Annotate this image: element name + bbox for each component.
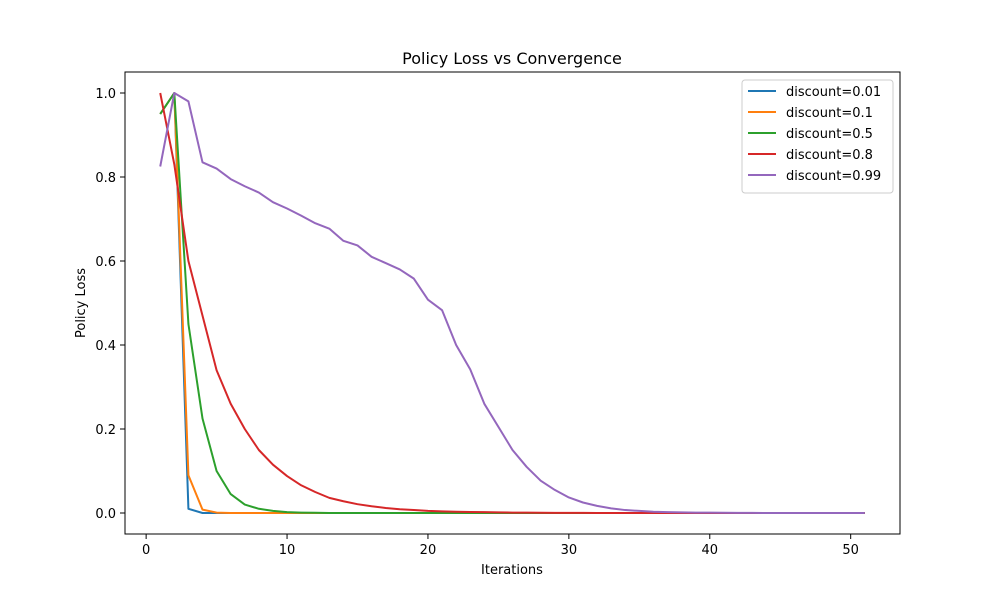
plot-area-frame xyxy=(124,71,901,535)
legend-label-4: discount=0.99 xyxy=(786,169,881,184)
legend-label-0: discount=0.01 xyxy=(786,85,881,100)
y-tick-label-5: 1.0 xyxy=(95,87,116,102)
series-lines xyxy=(159,92,865,514)
legend-label-1: discount=0.1 xyxy=(786,106,873,121)
x-tick-label-5: 50 xyxy=(842,543,859,558)
x-tick-label-0: 0 xyxy=(142,543,150,558)
y-tick-label-2: 0.4 xyxy=(95,339,116,354)
legend: discount=0.01 discount=0.1 discount=0.5 dis… xyxy=(741,79,894,194)
x-axis-label: Iterations xyxy=(481,563,543,578)
y-tick-label-4: 0.8 xyxy=(95,171,116,186)
y-tick-label-3: 0.6 xyxy=(95,255,116,270)
x-tick-label-1: 10 xyxy=(279,543,296,558)
x-tick-label-4: 40 xyxy=(701,543,718,558)
x-tick-label-2: 20 xyxy=(420,543,437,558)
y-tick-label-1: 0.2 xyxy=(95,423,116,438)
y-axis-label: Policy Loss xyxy=(74,268,89,338)
x-tick-label-3: 30 xyxy=(561,543,578,558)
chart-title: Policy Loss vs Convergence xyxy=(402,49,622,68)
x-axis-ticks: 0 10 20 30 40 50 xyxy=(142,534,859,558)
y-axis-ticks: 0.0 0.2 0.4 0.6 0.8 1.0 xyxy=(95,87,125,522)
series-line-4 xyxy=(159,92,865,514)
y-tick-label-0: 0.0 xyxy=(95,507,116,522)
legend-label-2: discount=0.5 xyxy=(786,127,873,142)
legend-box xyxy=(741,79,894,194)
legend-label-3: discount=0.8 xyxy=(786,148,873,163)
